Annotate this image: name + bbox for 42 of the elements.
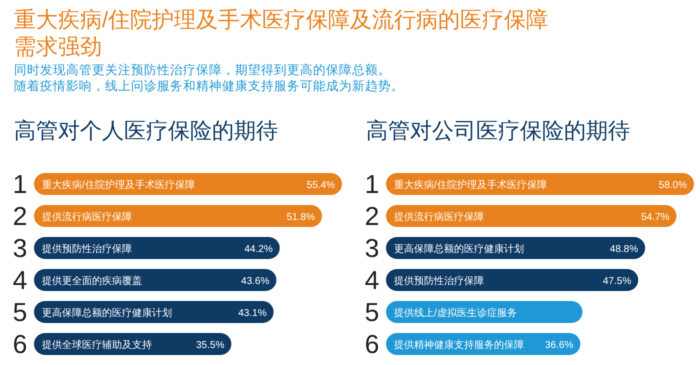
data-label: 35.5% [196,340,224,351]
data-label: 36.6% [545,340,574,351]
data-label: 48.8% [610,244,638,255]
y-tick-label: 提供线上/虚拟医生诊症服务 [394,307,517,319]
text: 4 [12,265,28,295]
text: 同时发现高管更关注预防性治疗保障，期望得到更高的保障总额。 [14,62,392,78]
data-label: 58.0% [658,180,688,191]
data-label: 54.7% [641,212,670,223]
y-tick-label: 提供更全面的疾病覆盖 [42,275,142,287]
text: 3 [12,233,28,263]
y-tick-label: 更高保障总额的医疗健康计划 [394,243,524,255]
y-tick-label: 提供流行病医疗保障 [42,211,132,223]
text: 6 [12,329,28,359]
data-label: 51.8% [286,212,316,223]
y-tick-label: 重大疾病/住院护理及手术医疗保障 [42,179,195,191]
data-label: 43.1% [238,308,267,319]
text: 1 [12,169,28,199]
text: 4 [364,265,380,295]
text: 随着疫情影响，线上问诊服务和精神健康支持服务可能成为新趋势。 [14,78,405,94]
text: 1 [364,169,380,199]
text: 2 [364,201,380,231]
text: 6 [364,329,380,359]
text: 2 [12,201,28,231]
data-label: 43.6% [241,276,270,287]
data-label: 44.2% [244,244,273,255]
y-tick-label: 重大疾病/住院护理及手术医疗保障 [394,179,547,191]
chart-title: 高管对公司医疗保险的期待 [366,118,630,143]
data-label: 47.5% [602,276,632,287]
data-label: 55.4% [306,180,336,191]
text: 3 [364,233,380,263]
y-tick-label: 更高保障总额的医疗健康计划 [42,307,172,319]
text: 重大疾病/住院护理及手术医疗保障及流行病的医疗保障需求强劲 [14,6,550,60]
chart-title: 高管对个人医疗保险的期待 [14,118,278,143]
bar [386,205,676,227]
text: 5 [364,297,380,327]
y-tick-label: 提供精神健康支持服务的保障 [394,339,524,351]
y-tick-label: 提供流行病医疗保障 [394,211,484,223]
bar [34,205,322,227]
y-tick-label: 提供全球医疗辅助及支持 [42,339,152,351]
y-tick-label: 提供预防性治疗保障 [394,275,484,287]
text: 5 [12,297,28,327]
y-tick-label: 提供预防性治疗保障 [42,243,132,255]
